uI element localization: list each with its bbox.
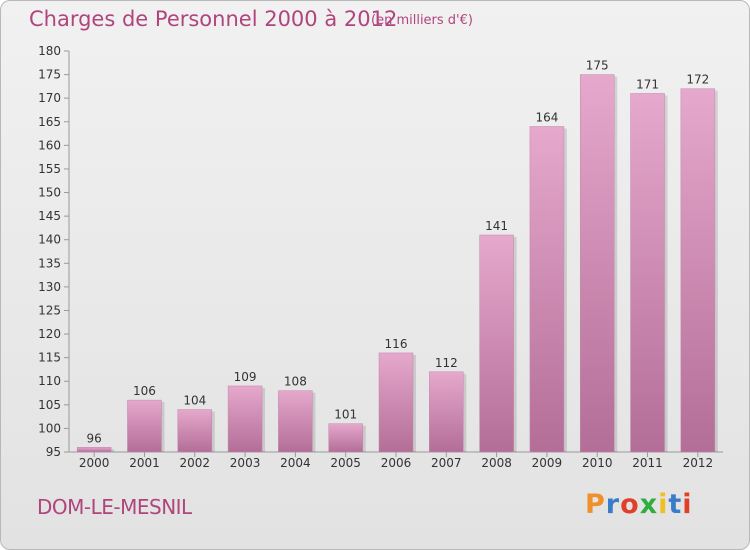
bar [328,423,363,453]
bar [630,93,665,453]
bar-value-label: 175 [586,59,609,73]
proxiti-logo[interactable]: Proxiti [585,489,693,520]
y-tick-label: 165 [38,115,61,129]
bar-value-label: 101 [334,408,357,422]
bar [278,390,313,453]
y-tick-label: 140 [38,233,61,247]
bar [529,126,565,453]
y-tick-label: 130 [38,280,61,294]
x-tick-label: 2012 [683,456,714,470]
bar-value-label: 108 [284,375,307,389]
x-tick-label: 2000 [79,456,110,470]
y-tick-label: 155 [38,162,61,176]
chart-subtitle: (en milliers d'€) [371,13,473,28]
y-tick-label: 120 [38,327,61,341]
plot-area: 95 100 105 110 115 120 125 130 135 140 145 150 155 16… [38,44,723,470]
y-tick-label: 160 [38,138,61,152]
x-tick-label: 2001 [129,456,160,470]
bar-value-label: 96 [87,431,102,445]
bar-value-label: 172 [686,73,709,87]
x-tick-label: 2004 [280,456,311,470]
y-tick-label: 110 [38,374,61,388]
y-tick-label: 180 [38,44,61,58]
y-tick-label: 150 [38,186,61,200]
x-tick-label: 2006 [381,456,412,470]
bar-value-label: 106 [133,384,156,398]
bar [680,88,716,453]
y-tick-label: 170 [38,91,61,105]
bar-value-label: 116 [385,337,408,351]
logo-letter: i [658,489,669,520]
x-tick-label: 2003 [230,456,261,470]
bar [579,74,615,453]
logo-letter: t [668,489,683,520]
bar [429,371,464,453]
bar [378,352,414,453]
logo-letter: P [585,489,606,520]
x-tick-label: 2002 [179,456,210,470]
y-tick-label: 145 [38,209,61,223]
y-tick-label: 100 [38,421,61,435]
y-tick-label: 115 [38,351,61,365]
logo-letter: i [682,489,693,520]
bar-value-label: 171 [636,77,659,91]
x-tick-label: 2008 [481,456,512,470]
bar [479,234,514,453]
bar-value-label: 109 [234,370,257,384]
y-tick-label: 95 [46,445,61,459]
bar [76,447,112,453]
x-tick-label: 2010 [582,456,613,470]
bar-value-label: 141 [485,219,508,233]
x-tick-label: 2011 [632,456,663,470]
bar [177,409,213,453]
y-tick-label: 175 [38,68,61,82]
x-tick-label: 2007 [431,456,462,470]
y-tick-label: 135 [38,256,61,270]
logo-letter: x [639,489,659,520]
y-tick-label: 105 [38,398,61,412]
bar [227,385,263,453]
logo-letter: o [620,489,640,520]
x-tick-label: 2009 [532,456,563,470]
commune-name: DOM-LE-MESNIL [37,495,192,519]
bar-value-label: 104 [183,394,206,408]
y-tick-label: 125 [38,303,61,317]
chart-title: Charges de Personnel 2000 à 2012 [29,7,398,31]
bar-value-label: 112 [435,356,458,370]
logo-letter: r [605,489,621,520]
bar [127,399,162,453]
x-tick-label: 2005 [330,456,361,470]
bar-value-label: 164 [535,110,558,124]
